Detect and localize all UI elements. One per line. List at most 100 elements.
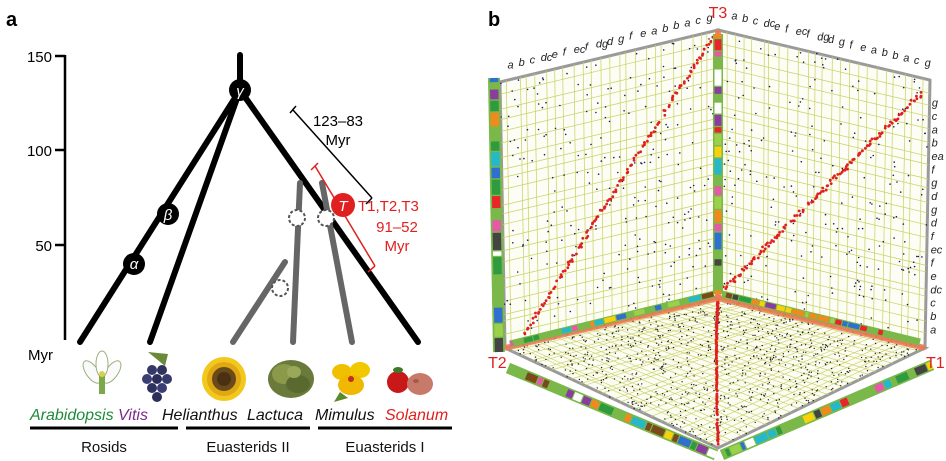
dot: [835, 244, 837, 247]
dot: [779, 333, 781, 336]
dot: [870, 356, 872, 358]
dot: [805, 366, 807, 368]
dot: [634, 342, 637, 345]
dot: [685, 417, 687, 419]
grid-line: [580, 315, 792, 384]
event-gamma: γ: [229, 79, 251, 101]
dot: [743, 405, 745, 407]
dot: [711, 443, 713, 445]
dot: [854, 282, 857, 284]
synteny-dot: [715, 407, 719, 411]
dot: [697, 354, 700, 356]
synteny-dot: [523, 332, 527, 336]
dot: [833, 340, 835, 342]
dot: [800, 363, 802, 366]
grid-line: [796, 48, 799, 317]
dot: [662, 369, 665, 372]
dot: [668, 294, 670, 296]
dot: [807, 323, 810, 326]
dot: [738, 388, 740, 391]
dot: [600, 366, 603, 369]
dot: [851, 196, 854, 198]
grid-line: [635, 49, 638, 317]
dot: [802, 277, 805, 279]
chromosome-segment: [644, 422, 653, 432]
dot: [786, 334, 788, 336]
chromosome-segment: [490, 89, 499, 100]
dot: [763, 413, 765, 415]
dot: [730, 327, 732, 330]
chromosome-segment: [714, 196, 722, 209]
dot: [685, 431, 687, 433]
block-label: ec: [931, 244, 943, 256]
block-label: b: [930, 311, 936, 323]
dot: [600, 137, 602, 139]
dot: [828, 336, 830, 338]
synteny-dot: [611, 195, 615, 199]
synteny-dot: [566, 266, 570, 270]
dot: [809, 133, 811, 136]
dot: [705, 219, 708, 221]
chromosome-segment: [532, 334, 540, 341]
synteny-dot: [548, 292, 551, 295]
dot: [725, 314, 728, 316]
dot: [734, 354, 736, 357]
dot: [757, 330, 760, 333]
dot: [633, 389, 635, 391]
synteny-dot: [868, 139, 872, 143]
dot: [606, 377, 608, 379]
dot: [858, 294, 861, 297]
dot: [727, 159, 730, 162]
dot: [766, 255, 768, 258]
block-label: c: [914, 55, 920, 67]
dot: [581, 381, 583, 383]
dot: [774, 411, 777, 414]
dot: [702, 310, 704, 313]
floor-grid: [511, 299, 919, 444]
chromosome-segment: [714, 127, 722, 133]
dot: [694, 318, 696, 320]
dot: [707, 349, 710, 352]
dot: [626, 355, 628, 357]
grid-line: [634, 328, 845, 410]
dot: [691, 142, 694, 144]
dot: [632, 345, 634, 347]
dot: [811, 125, 813, 127]
dot: [585, 340, 587, 342]
chromosome-segment: [714, 259, 722, 266]
dot: [778, 342, 780, 344]
dot: [703, 184, 706, 187]
dot: [727, 316, 729, 318]
dot: [695, 254, 698, 257]
dot: [645, 215, 647, 218]
dot: [691, 327, 693, 329]
dot: [586, 353, 588, 356]
synteny-dot: [688, 74, 691, 78]
dot: [678, 326, 680, 328]
dot: [849, 370, 851, 372]
dot: [614, 325, 616, 327]
dot: [865, 361, 867, 363]
dot: [647, 253, 649, 255]
dot: [681, 381, 683, 383]
chromosome-segment: [714, 223, 722, 232]
dot: [688, 352, 690, 354]
dot: [733, 114, 736, 117]
dot: [743, 142, 745, 145]
dot: [645, 354, 647, 356]
dot: [774, 350, 776, 353]
dot: [611, 333, 613, 335]
dot: [676, 315, 678, 317]
dot: [686, 344, 688, 347]
dot: [907, 174, 910, 177]
dot: [822, 66, 825, 69]
dot: [780, 384, 782, 386]
synteny-dot: [876, 136, 879, 140]
dot: [737, 379, 739, 382]
dot: [857, 256, 860, 259]
dot: [724, 255, 727, 257]
block-label: f: [563, 47, 567, 59]
grid-line: [503, 210, 719, 263]
dot: [617, 348, 619, 350]
dot: [713, 329, 715, 332]
